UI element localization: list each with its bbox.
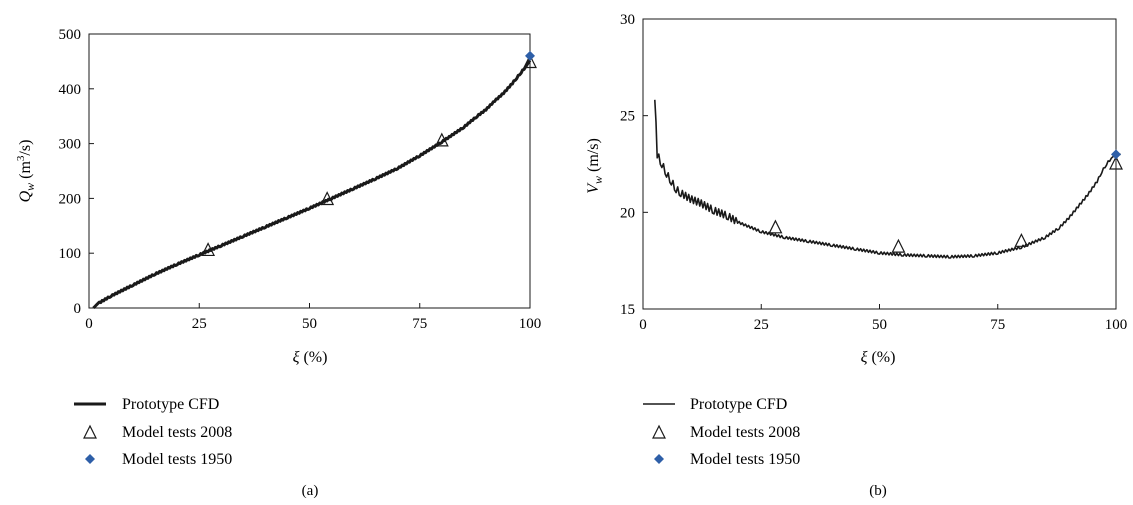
model-2008-point (768, 219, 783, 234)
plot-frame-a (88, 33, 531, 309)
legend-item-1950-a: Model tests 1950 (122, 451, 232, 468)
cfd-line (92, 59, 532, 310)
model-1950-point (525, 50, 535, 61)
legend-triangle-a (83, 424, 97, 439)
y-tick-label: 15 (620, 302, 635, 318)
x-tick-label: 0 (639, 317, 647, 333)
model-2008-point (523, 54, 537, 69)
cfd-line (654, 99, 1121, 259)
x-tick-label: 25 (754, 317, 769, 333)
x-tick-label: 75 (990, 317, 1005, 333)
model-1950-point (1111, 149, 1121, 160)
model-2008-point (320, 191, 335, 206)
legend-item-cfd-a: Prototype CFD (122, 396, 219, 413)
x-tick-label: 25 (192, 316, 207, 332)
y-tick-label: 100 (59, 246, 82, 262)
y-axis-label-a: Qw (m3/s) (15, 140, 37, 203)
y-ticks-a: 0 100 200 300 400 500 (59, 27, 94, 317)
legend-diamond-a (85, 454, 95, 464)
x-axis-label-a: ξ (%) (293, 349, 328, 366)
y-tick-label: 300 (59, 137, 82, 153)
legend-item-cfd-b: Prototype CFD (690, 396, 787, 413)
x-tick-label: 50 (872, 317, 887, 333)
plot-frame-b (642, 18, 1117, 310)
y-tick-label: 30 (620, 12, 635, 28)
model-2008-point (201, 242, 216, 257)
legend-item-2008-b: Model tests 2008 (690, 424, 800, 441)
y-tick-label: 200 (59, 191, 82, 207)
x-tick-label: 50 (302, 316, 317, 332)
x-tick-label: 100 (519, 316, 542, 332)
x-tick-label: 0 (85, 316, 93, 332)
x-tick-label: 100 (1105, 317, 1128, 333)
model-2008-point (1014, 232, 1029, 247)
legend-a: Prototype CFD Model tests 2008 Model tes… (74, 396, 232, 468)
legend-item-2008-a: Model tests 2008 (122, 424, 232, 441)
y-tick-label: 0 (74, 301, 82, 317)
y-tick-label: 500 (59, 27, 82, 43)
y-ticks-b: 15 20 25 30 (620, 12, 648, 318)
model-2008-point (891, 238, 906, 253)
x-ticks-b: 0 25 50 75 100 (639, 304, 1127, 333)
series-b (654, 99, 1123, 259)
legend-triangle-b (652, 424, 666, 439)
panel-b: 15 20 25 30 0 25 50 75 100 ξ (%) Vw (m/s) Proto… (585, 12, 1127, 499)
series-a (92, 50, 537, 310)
x-tick-label: 75 (412, 316, 427, 332)
legend-diamond-b (654, 454, 664, 464)
y-tick-label: 20 (620, 205, 635, 221)
legend-b: Prototype CFD Model tests 2008 Model tes… (643, 396, 800, 468)
y-axis-label-b: Vw (m/s) (585, 138, 605, 194)
panel-label-a: (a) (302, 483, 319, 499)
x-axis-label-b: ξ (%) (861, 349, 896, 366)
model-2008-point (1109, 155, 1123, 170)
x-ticks-a: 0 25 50 75 100 (85, 303, 541, 332)
legend-item-1950-b: Model tests 1950 (690, 451, 800, 468)
y-tick-label: 25 (620, 109, 635, 125)
panel-a: 0 100 200 300 400 500 0 25 50 75 100 ξ (%) Qw (m3… (15, 27, 541, 499)
model-2008-point (434, 132, 449, 147)
y-tick-label: 400 (59, 82, 82, 98)
panel-label-b: (b) (869, 483, 887, 499)
